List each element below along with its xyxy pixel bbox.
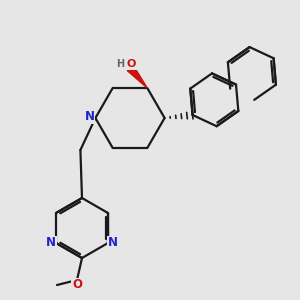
Text: N: N [46,236,56,250]
Text: N: N [84,110,94,124]
Text: O: O [72,278,82,292]
Text: O: O [127,59,136,69]
Text: N: N [108,236,118,250]
Polygon shape [127,65,147,88]
Text: H: H [116,59,124,69]
